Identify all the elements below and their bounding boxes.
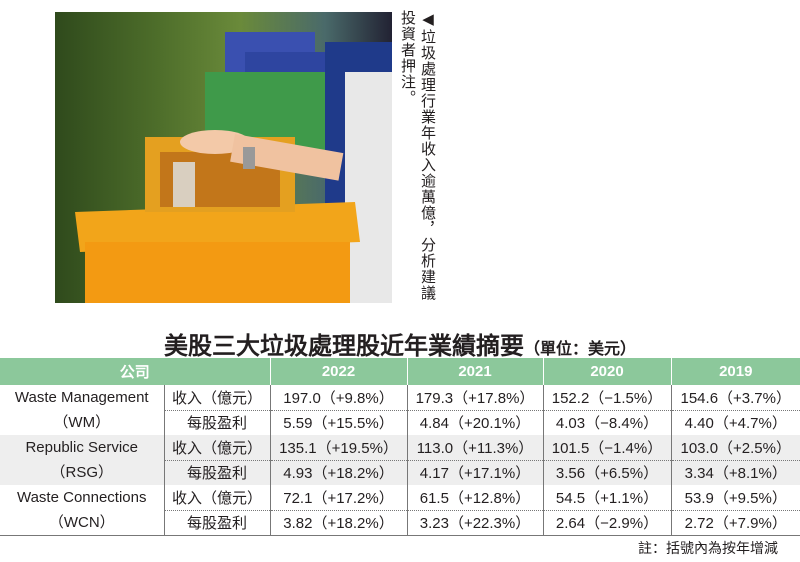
- value-cell: 2.64（−2.9%）: [542, 509, 671, 536]
- company-ticker: （RSG）: [50, 464, 113, 481]
- value-cell: 61.5（+12.8%）: [406, 485, 543, 510]
- earnings-table: 公司 2022 2021 2020 2019 Waste Management （…: [0, 358, 800, 536]
- metric-label: 每股盈利: [163, 459, 270, 485]
- value-cell: 72.1（+17.2%）: [269, 485, 407, 510]
- value-cell: 53.9（+9.5%）: [670, 485, 800, 510]
- table-row: 每股盈利 4.93（+18.2%） 4.17（+17.1%） 3.56（+6.5%） 3…: [0, 459, 800, 485]
- unit-label: （單位：美元）: [523, 339, 636, 358]
- value-cell: 179.3（+17.8%）: [406, 385, 543, 410]
- table-row: Republic Service （RSG） 收入（億元） 135.1（+19.5%）…: [0, 435, 800, 485]
- value-cell: 54.5（+1.1%）: [542, 485, 671, 510]
- value-cell: 3.82（+18.2%）: [269, 509, 407, 536]
- recycling-bins-photo: [55, 12, 392, 303]
- value-cell: 101.5（−1.4%）: [542, 435, 671, 460]
- value-cell: 152.2（−1.5%）: [542, 385, 671, 410]
- value-cell: 4.84（+20.1%）: [406, 409, 543, 435]
- value-cell: 197.0（+9.8%）: [269, 385, 407, 410]
- footnote: 註：括號內為按年增減: [638, 541, 778, 557]
- company-cell: Waste Management （WM）: [0, 385, 164, 435]
- table-title: 美股三大垃圾處理股近年業績摘要（單位：美元）: [0, 326, 800, 361]
- table-row: Waste Management （WM） 收入（億元） 197.0（+9.8%） 17…: [0, 385, 800, 431]
- value-cell: 4.40（+4.7%）: [670, 409, 800, 435]
- company-name: Republic Service: [25, 439, 139, 456]
- company-ticker: （WM）: [53, 414, 111, 431]
- photo-illustration: [75, 32, 392, 303]
- metric-label: 收入（億元）: [163, 385, 270, 410]
- table-row: 每股盈利 3.82（+18.2%） 3.23（+22.3%） 2.64（−2.9%） 2…: [0, 509, 800, 536]
- header-company: 公司: [0, 358, 270, 385]
- metric-label: 收入（億元）: [163, 485, 270, 510]
- value-cell: 4.03（−8.4%）: [542, 409, 671, 435]
- metric-label: 收入（億元）: [163, 435, 270, 460]
- value-cell: 154.6（+3.7%）: [670, 385, 800, 410]
- value-cell: 103.0（+2.5%）: [670, 435, 800, 460]
- value-cell: 135.1（+19.5%）: [269, 435, 407, 460]
- header-2019: 2019: [670, 358, 800, 385]
- value-cell: 3.34（+8.1%）: [670, 459, 800, 485]
- company-name: Waste Management: [14, 389, 149, 406]
- header-2020: 2020: [542, 358, 671, 385]
- value-cell: 3.56（+6.5%）: [542, 459, 671, 485]
- header-2021: 2021: [406, 358, 543, 385]
- value-cell: 113.0（+11.3%）: [406, 435, 543, 460]
- company-name: Waste Connections: [16, 489, 147, 506]
- company-cell: Republic Service （RSG）: [0, 435, 164, 485]
- company-cell: Waste Connections （WCN）: [0, 485, 164, 536]
- metric-label: 每股盈利: [163, 409, 270, 435]
- value-cell: 4.93（+18.2%）: [269, 459, 407, 485]
- value-cell: 4.17（+17.1%）: [406, 459, 543, 485]
- table-row: Waste Connections （WCN） 收入（億元） 72.1（+17.2%）…: [0, 485, 800, 531]
- value-cell: 3.23（+22.3%）: [406, 509, 543, 536]
- metric-label: 每股盈利: [163, 509, 270, 536]
- header-2022: 2022: [269, 358, 407, 385]
- table-row: 每股盈利 5.59（+15.5%） 4.84（+20.1%） 4.03（−8.4%） 4…: [0, 409, 800, 435]
- photo-caption: ◀垃圾處理行業年收入逾萬億，分析建議投資者押注。: [399, 10, 437, 301]
- value-cell: 5.59（+15.5%）: [269, 409, 407, 435]
- title-text: 美股三大垃圾處理股近年業績摘要: [163, 332, 524, 360]
- company-ticker: （WCN）: [48, 514, 115, 531]
- header-row: 公司 2022 2021 2020 2019: [0, 358, 800, 385]
- value-cell: 2.72（+7.9%）: [670, 509, 800, 536]
